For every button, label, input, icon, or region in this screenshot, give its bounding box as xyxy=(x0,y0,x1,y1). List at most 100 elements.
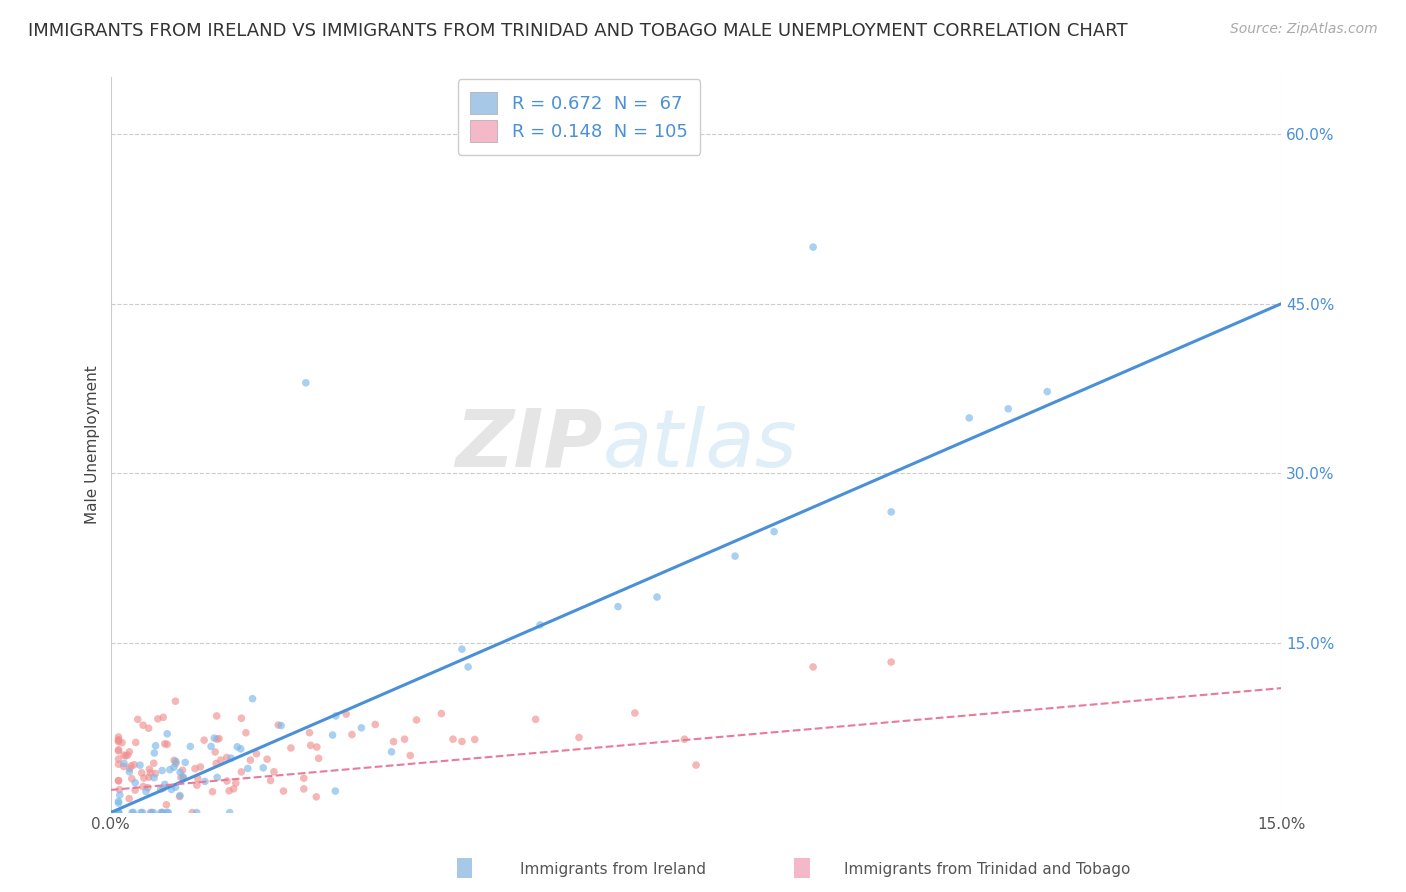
Point xyxy=(142,805,165,820)
Point xyxy=(242,691,264,706)
Point xyxy=(226,739,249,754)
Point xyxy=(292,781,315,796)
Point xyxy=(200,739,222,754)
Point xyxy=(187,772,209,786)
Point xyxy=(131,765,153,780)
Point xyxy=(174,756,197,770)
Point xyxy=(295,376,318,390)
Point xyxy=(107,794,129,808)
Point xyxy=(169,789,191,803)
Point xyxy=(252,761,274,775)
Point xyxy=(399,748,422,763)
Text: IMMIGRANTS FROM IRELAND VS IMMIGRANTS FROM TRINIDAD AND TOBAGO MALE UNEMPLOYMENT: IMMIGRANTS FROM IRELAND VS IMMIGRANTS FR… xyxy=(28,22,1128,40)
Point xyxy=(125,735,148,749)
Point xyxy=(156,737,179,751)
Point xyxy=(122,805,145,820)
Point xyxy=(335,707,357,722)
Point xyxy=(204,745,226,759)
Point xyxy=(298,725,321,739)
Point xyxy=(997,401,1019,416)
Point xyxy=(172,764,194,778)
Point xyxy=(225,776,247,790)
Point xyxy=(157,805,180,820)
Point xyxy=(673,732,696,747)
Point xyxy=(229,742,252,756)
Point xyxy=(259,773,281,788)
Point xyxy=(235,725,257,739)
Point xyxy=(292,771,315,785)
Point xyxy=(165,780,187,794)
Point xyxy=(159,763,181,777)
Point xyxy=(245,747,267,761)
Point xyxy=(107,730,129,744)
Point xyxy=(122,757,145,772)
Point xyxy=(141,805,163,820)
Point xyxy=(350,721,373,735)
Point xyxy=(118,762,141,776)
Point xyxy=(529,618,551,632)
Point xyxy=(179,739,201,754)
Point xyxy=(231,711,253,725)
Point xyxy=(201,785,224,799)
Point xyxy=(724,549,747,563)
Point xyxy=(464,732,486,747)
Text: Source: ZipAtlas.com: Source: ZipAtlas.com xyxy=(1230,22,1378,37)
Point xyxy=(114,748,136,763)
Point xyxy=(624,706,647,720)
Point xyxy=(127,712,149,726)
Point xyxy=(121,772,143,786)
Point xyxy=(150,805,173,820)
Point xyxy=(323,784,346,798)
Point xyxy=(441,732,464,747)
Point xyxy=(165,694,187,708)
Point xyxy=(451,734,474,748)
Point xyxy=(193,733,215,747)
Point xyxy=(156,727,179,741)
Point xyxy=(136,780,159,795)
Point xyxy=(163,760,186,774)
Text: atlas: atlas xyxy=(602,406,797,484)
Point xyxy=(170,771,193,785)
Point xyxy=(256,752,278,766)
Point xyxy=(524,712,547,726)
Point xyxy=(149,782,172,797)
Point xyxy=(120,759,142,773)
Point xyxy=(202,731,225,745)
Point xyxy=(111,736,134,750)
Point xyxy=(172,771,194,785)
Point xyxy=(205,771,228,785)
Point xyxy=(139,765,162,780)
Point xyxy=(218,784,240,798)
Point xyxy=(112,759,135,773)
Point xyxy=(155,797,177,812)
Point xyxy=(190,760,212,774)
Point xyxy=(150,764,173,778)
Point xyxy=(219,751,242,765)
Point xyxy=(129,805,152,820)
Point xyxy=(107,735,129,749)
Point xyxy=(322,728,344,742)
Point xyxy=(685,758,707,772)
Point xyxy=(457,660,479,674)
Point xyxy=(209,753,232,767)
Point xyxy=(153,737,176,751)
Point xyxy=(124,783,146,797)
Text: Immigrants from Ireland: Immigrants from Ireland xyxy=(520,863,706,877)
Point xyxy=(112,756,135,771)
Point xyxy=(169,789,191,804)
Point xyxy=(149,805,172,820)
Point xyxy=(205,732,228,747)
Point xyxy=(405,713,427,727)
Point xyxy=(205,756,228,771)
Point xyxy=(394,732,416,747)
Point xyxy=(107,805,129,820)
Point xyxy=(108,788,131,802)
Point xyxy=(152,781,174,796)
Point xyxy=(270,718,292,732)
Point xyxy=(107,733,129,747)
Point xyxy=(568,731,591,745)
Point xyxy=(208,731,231,746)
Point xyxy=(380,745,402,759)
Point xyxy=(112,748,135,763)
Point xyxy=(107,796,129,810)
